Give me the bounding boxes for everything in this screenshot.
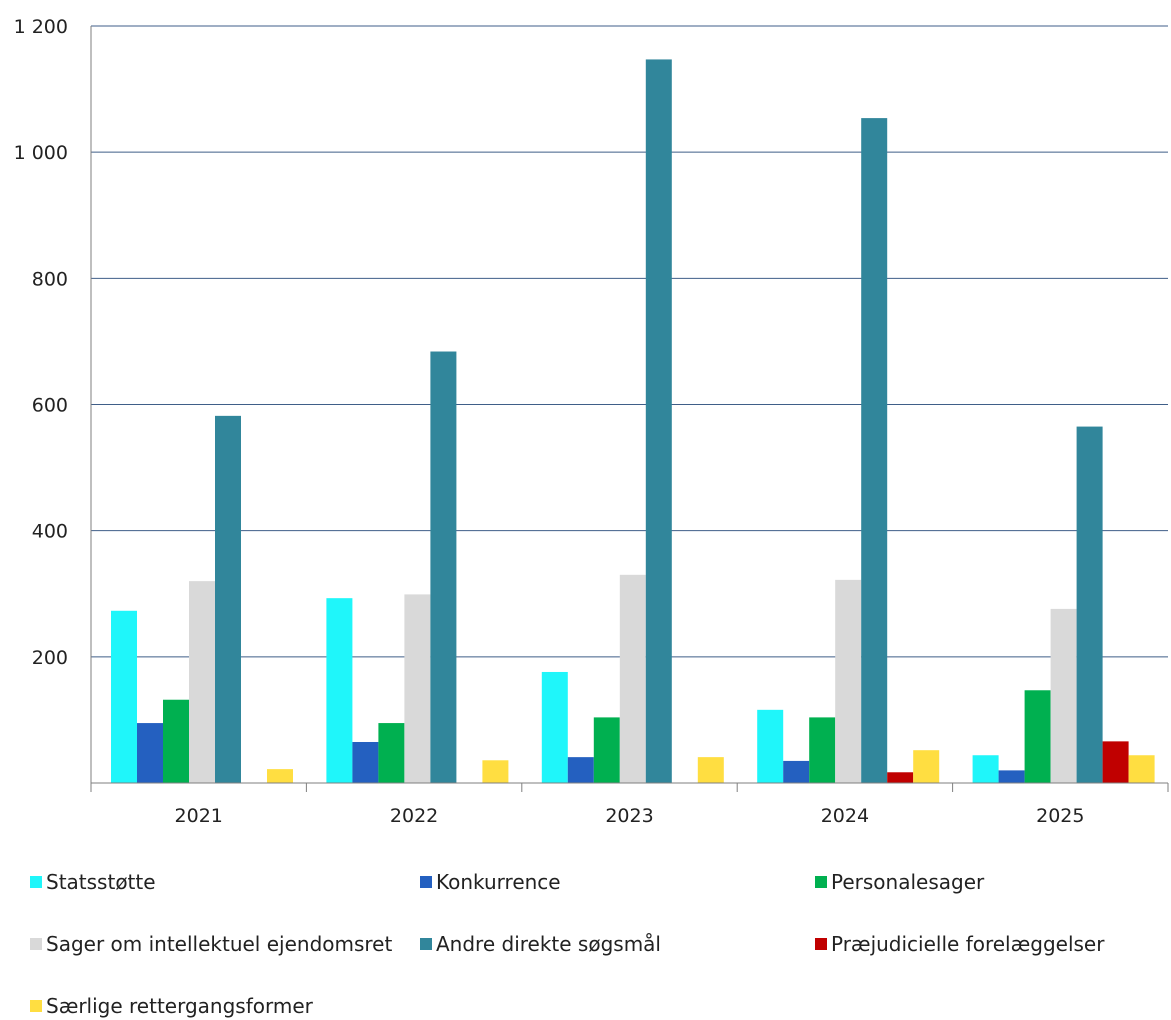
axes (90, 26, 1169, 792)
y-tick-label: 1 200 (14, 16, 68, 38)
bar-2023-2 (593, 717, 620, 783)
legend-item: Personalesager (815, 868, 1160, 896)
bar-2023-1 (567, 757, 594, 783)
legend-swatch (30, 1000, 42, 1012)
bar-2024-0 (757, 709, 784, 783)
y-tick-label: 200 (32, 647, 68, 669)
bar-2024-5 (887, 772, 914, 783)
legend-item: Statsstøtte (30, 868, 420, 896)
bar-2021-0 (111, 610, 137, 783)
legend-item: Særlige rettergangsformer (30, 992, 420, 1020)
bar-2024-6 (913, 750, 940, 783)
legend-label: Særlige rettergangsformer (46, 994, 313, 1018)
bar-2025-5 (1102, 741, 1129, 783)
legend-swatch (420, 938, 432, 950)
bar-2021-6 (267, 769, 293, 783)
x-tick-label: 2022 (390, 805, 438, 827)
bar-2025-2 (1024, 690, 1051, 783)
gridlines (91, 25, 1168, 658)
legend-swatch (30, 876, 42, 888)
bar-2021-2 (163, 699, 189, 783)
legend-swatch (815, 876, 827, 888)
legend-item: Sager om intellektuel ejendomsret (30, 930, 420, 958)
bar-2023-3 (619, 574, 646, 783)
legend-item: Præjudicielle forelæggelser (815, 930, 1160, 958)
bar-2022-3 (404, 594, 431, 783)
legend-item: Andre direkte søgsmål (420, 930, 815, 958)
bar-2022-4 (430, 351, 457, 783)
bar-2024-4 (861, 118, 888, 783)
tick-labels: 200 400 600 800 1 000 1 200 2021 2022 2023 2024 20… (14, 16, 1085, 827)
bar-2021-1 (137, 723, 163, 783)
legend-label: Andre direkte søgsmål (436, 932, 661, 956)
bars (111, 59, 1155, 784)
bar-2023-0 (541, 671, 568, 783)
x-tick-label: 2024 (821, 805, 869, 827)
bar-2024-1 (783, 760, 810, 783)
legend-swatch (815, 938, 827, 950)
bar-2023-4 (645, 59, 672, 784)
legend-label: Præjudicielle forelæggelser (831, 932, 1105, 956)
y-tick-label: 400 (32, 521, 68, 543)
bar-2025-4 (1076, 426, 1103, 783)
bar-2022-2 (378, 723, 405, 783)
bar-2021-3 (189, 581, 215, 783)
x-tick-label: 2021 (175, 805, 223, 827)
legend-label: Konkurrence (436, 870, 561, 894)
x-tick-label: 2023 (605, 805, 653, 827)
bar-2024-3 (835, 579, 862, 783)
legend-label: Sager om intellektuel ejendomsret (46, 932, 393, 956)
bar-chart: 200 400 600 800 1 000 1 200 2021 2022 2023 2024 20… (14, 16, 1169, 827)
legend-swatch (420, 876, 432, 888)
legend-swatch (30, 938, 42, 950)
y-tick-label: 800 (32, 268, 68, 290)
bar-2022-0 (326, 598, 353, 783)
bar-2025-1 (998, 770, 1025, 783)
legend-label: Personalesager (831, 870, 985, 894)
y-tick-label: 600 (32, 395, 68, 417)
bar-2023-6 (697, 757, 724, 783)
bar-2022-1 (352, 741, 379, 783)
bar-2025-6 (1128, 755, 1155, 783)
legend: Statsstøtte Konkurrence Personalesager Sage… (30, 868, 1160, 1020)
bar-2025-3 (1050, 608, 1077, 783)
y-tick-label: 1 000 (14, 142, 68, 164)
legend-label: Statsstøtte (46, 870, 156, 894)
bar-2024-2 (809, 717, 836, 783)
bar-2022-6 (482, 760, 509, 783)
legend-item: Konkurrence (420, 868, 815, 896)
bar-2025-0 (972, 755, 999, 783)
bar-2021-4 (215, 415, 241, 783)
x-tick-label: 2025 (1036, 805, 1084, 827)
